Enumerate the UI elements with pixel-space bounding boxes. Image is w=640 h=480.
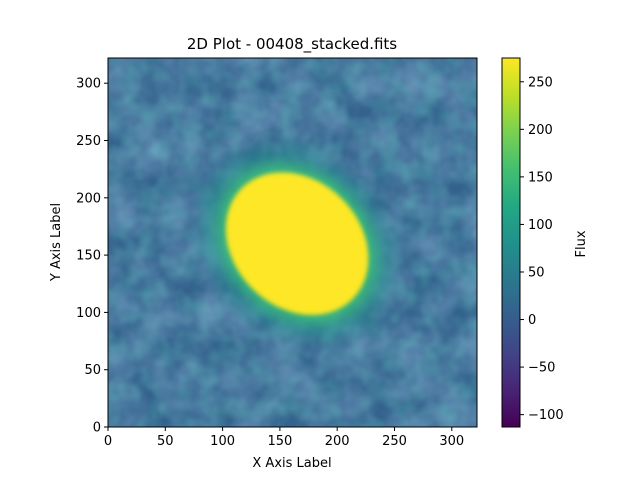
- x-tick-label: 50: [157, 434, 174, 449]
- y-tick-label: 200: [76, 191, 101, 206]
- source-core: [226, 172, 368, 315]
- colorbar-tick-label: 250: [528, 75, 553, 90]
- colorbar-tick-label: −50: [528, 361, 555, 376]
- x-tick-label: 100: [210, 434, 235, 449]
- colorbar-tick-label: 50: [528, 265, 545, 280]
- x-tick-label: 250: [382, 434, 407, 449]
- x-axis-label: X Axis Label: [252, 456, 331, 471]
- x-axis-ticks: 0 50 100 150 200 250 300: [104, 427, 464, 449]
- x-tick-label: 150: [267, 434, 292, 449]
- colorbar-tick-label: −100: [528, 408, 564, 423]
- colorbar-ticks: −100 −50 0 50 100 150 200 250: [520, 75, 564, 423]
- plot-frame: [107, 57, 478, 428]
- colorbar-tick-label: 200: [528, 123, 553, 138]
- x-tick-label: 0: [104, 434, 112, 449]
- chart-title: 2D Plot - 00408_stacked.fits: [187, 35, 397, 54]
- y-tick-label: 150: [76, 249, 101, 264]
- x-tick-label: 200: [325, 434, 350, 449]
- heatmap-image: [108, 58, 477, 427]
- y-tick-label: 50: [84, 363, 101, 378]
- y-tick-label: 100: [76, 306, 101, 321]
- y-axis-ticks: 0 50 100 150 200 250 300: [76, 77, 108, 436]
- colorbar: [501, 57, 521, 428]
- y-tick-label: 250: [76, 134, 101, 149]
- colorbar-tick-label: 150: [528, 170, 553, 185]
- colorbar-label: Flux: [574, 230, 589, 257]
- x-tick-label: 300: [439, 434, 464, 449]
- y-axis-label: Y Axis Label: [49, 203, 64, 282]
- y-tick-label: 300: [76, 77, 101, 92]
- y-tick-label: 0: [93, 421, 101, 436]
- colorbar-tick-label: 0: [528, 313, 536, 328]
- colorbar-tick-label: 100: [528, 218, 553, 233]
